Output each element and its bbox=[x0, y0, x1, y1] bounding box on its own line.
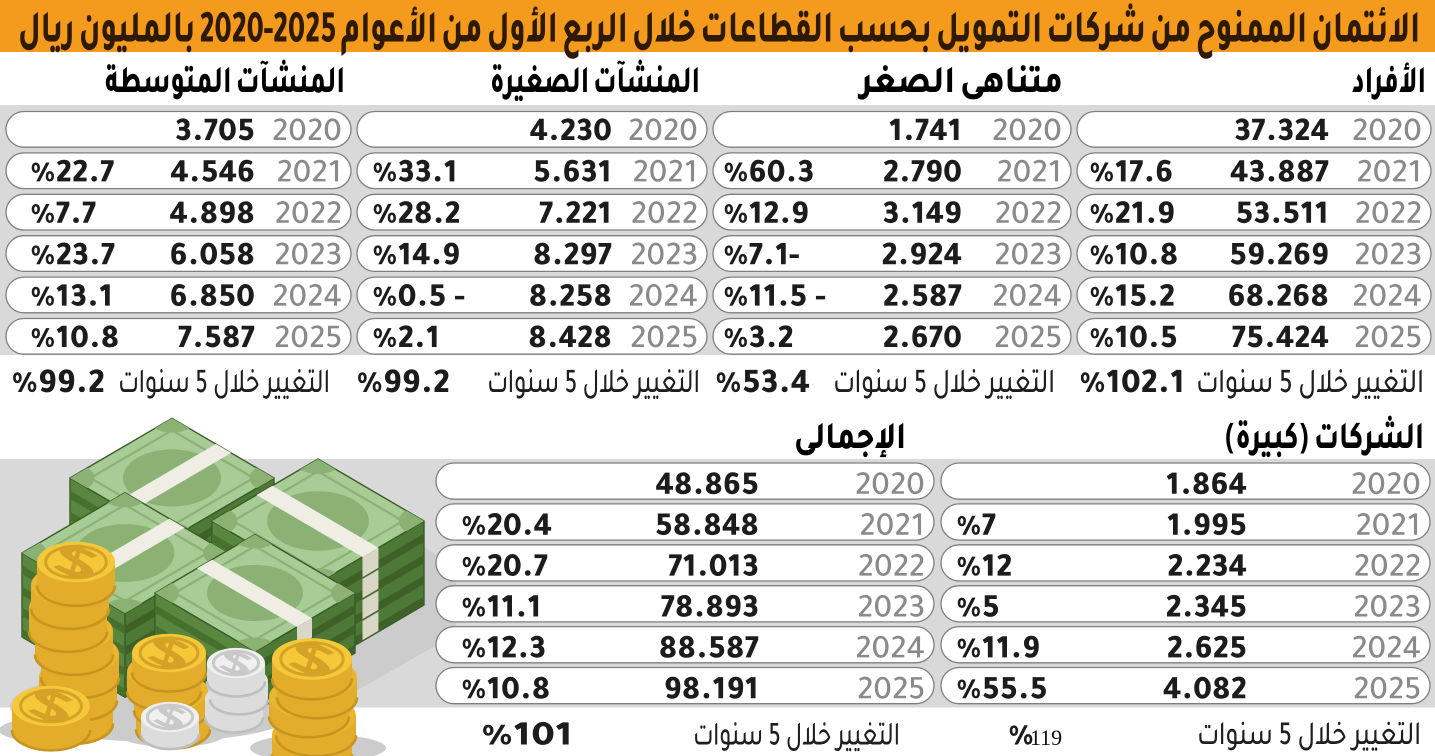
svg-text:119: 119 bbox=[1030, 725, 1062, 750]
